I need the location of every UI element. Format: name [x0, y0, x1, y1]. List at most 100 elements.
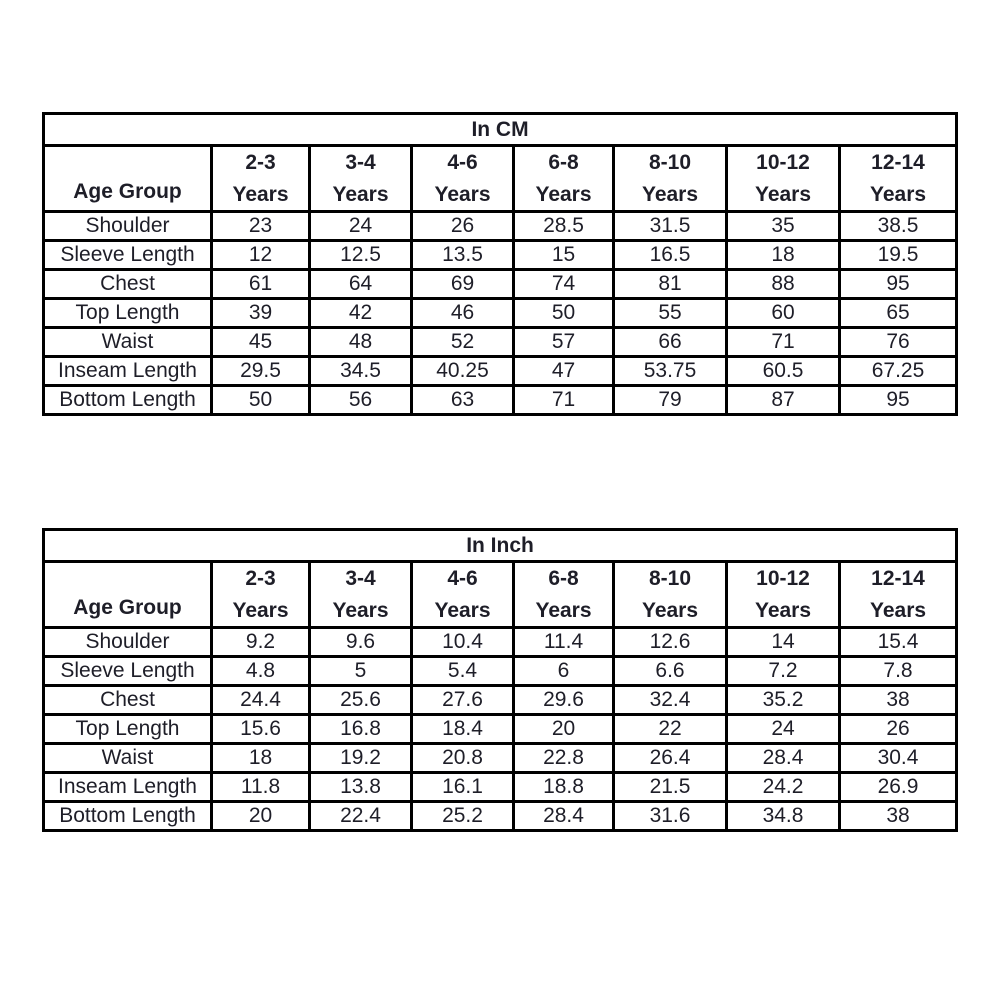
measurement-value: 81	[612, 268, 728, 300]
measurement-value: 15	[512, 239, 615, 271]
measurement-value: 30.4	[837, 742, 959, 774]
age-column-header: 6-8 Years	[512, 560, 615, 629]
measurement-value: 60.5	[725, 355, 841, 387]
age-group-header: Age Group	[42, 560, 213, 629]
table-row: Shoulder 23 24 26 28.5 31.5 35 38.5	[42, 210, 959, 242]
table-row: Waist 45 48 52 57 66 71 76	[42, 326, 959, 358]
measurement-label: Inseam Length	[42, 355, 213, 387]
measurement-value: 29.6	[512, 684, 615, 716]
measurement-value: 20	[512, 713, 615, 745]
age-unit: Years	[434, 598, 491, 622]
measurement-value: 10.4	[410, 626, 515, 658]
age-range: 12-14	[871, 151, 925, 174]
measurement-value: 19.5	[837, 239, 959, 271]
cm-size-table: In CM Age Group 2-3 Years 3-4 Years 4-6 …	[41, 112, 959, 416]
age-range: 8-10	[648, 567, 692, 590]
measurement-value: 46	[410, 297, 515, 329]
age-range: 10-12	[756, 151, 810, 174]
age-range: 6-8	[548, 567, 579, 590]
measurement-value: 47	[512, 355, 615, 387]
measurement-value: 14	[725, 626, 841, 658]
measurement-value: 45	[210, 326, 311, 358]
measurement-value: 65	[837, 297, 959, 329]
table-title-row: In Inch	[41, 528, 959, 563]
age-range: 2-3	[245, 567, 276, 590]
measurement-value: 38	[837, 800, 959, 832]
measurement-value: 88	[725, 268, 841, 300]
measurement-label: Top Length	[42, 297, 213, 329]
measurement-value: 11.4	[512, 626, 615, 658]
measurement-value: 24.4	[210, 684, 311, 716]
measurement-value: 15.6	[210, 713, 311, 745]
measurement-value: 26.9	[837, 771, 959, 803]
measurement-value: 42	[308, 297, 413, 329]
table-row: Inseam Length 11.8 13.8 16.1 18.8 21.5 2…	[42, 771, 959, 803]
age-unit: Years	[535, 182, 592, 206]
measurement-value: 16.1	[410, 771, 515, 803]
measurement-value: 55	[612, 297, 728, 329]
measurement-label: Shoulder	[42, 210, 213, 242]
table-row: Shoulder 9.2 9.6 10.4 11.4 12.6 14 15.4	[42, 626, 959, 658]
measurement-value: 27.6	[410, 684, 515, 716]
age-range: 3-4	[345, 567, 376, 590]
measurement-value: 50	[512, 297, 615, 329]
measurement-value: 7.2	[725, 655, 841, 687]
measurement-value: 71	[512, 384, 615, 416]
measurement-value: 34.5	[308, 355, 413, 387]
measurement-value: 13.5	[410, 239, 515, 271]
measurement-value: 20.8	[410, 742, 515, 774]
measurement-value: 24	[725, 713, 841, 745]
measurement-value: 52	[410, 326, 515, 358]
measurement-value: 26.4	[612, 742, 728, 774]
measurement-value: 26	[837, 713, 959, 745]
table-title: In CM	[41, 112, 959, 147]
table-row: Top Length 15.6 16.8 18.4 20 22 24 26	[42, 713, 959, 745]
table-header-row: Age Group 2-3 Years 3-4 Years 4-6 Years …	[42, 560, 959, 629]
age-column-header: 8-10 Years	[612, 560, 728, 629]
measurement-value: 66	[612, 326, 728, 358]
measurement-value: 28.4	[512, 800, 615, 832]
measurement-value: 6.6	[612, 655, 728, 687]
age-unit: Years	[332, 598, 389, 622]
age-group-header: Age Group	[42, 144, 213, 213]
age-column-header: 2-3 Years	[210, 144, 311, 213]
table-title: In Inch	[41, 528, 959, 563]
age-unit: Years	[869, 182, 927, 206]
measurement-value: 16.8	[308, 713, 413, 745]
measurement-value: 69	[410, 268, 515, 300]
measurement-value: 64	[308, 268, 413, 300]
table-row: Bottom Length 20 22.4 25.2 28.4 31.6 34.…	[42, 800, 959, 832]
table-title-row: In CM	[41, 112, 959, 147]
age-unit: Years	[232, 598, 289, 622]
age-unit: Years	[641, 182, 699, 206]
table-row: Inseam Length 29.5 34.5 40.25 47 53.75 6…	[42, 355, 959, 387]
measurement-value: 22.4	[308, 800, 413, 832]
measurement-value: 9.6	[308, 626, 413, 658]
measurement-value: 35	[725, 210, 841, 242]
age-unit: Years	[641, 598, 699, 622]
measurement-value: 21.5	[612, 771, 728, 803]
measurement-value: 35.2	[725, 684, 841, 716]
measurement-value: 7.8	[837, 655, 959, 687]
table-row: Chest 24.4 25.6 27.6 29.6 32.4 35.2 38	[42, 684, 959, 716]
measurement-label: Shoulder	[42, 626, 213, 658]
age-range: 6-8	[548, 151, 579, 174]
table-row: Sleeve Length 12 12.5 13.5 15 16.5 18 19…	[42, 239, 959, 271]
measurement-value: 24.2	[725, 771, 841, 803]
age-range: 12-14	[871, 567, 925, 590]
age-range: 4-6	[447, 567, 478, 590]
measurement-value: 20	[210, 800, 311, 832]
measurement-value: 95	[837, 268, 959, 300]
age-unit: Years	[754, 598, 812, 622]
measurement-value: 34.8	[725, 800, 841, 832]
measurement-value: 76	[837, 326, 959, 358]
measurement-value: 32.4	[612, 684, 728, 716]
measurement-value: 16.5	[612, 239, 728, 271]
measurement-value: 63	[410, 384, 515, 416]
measurement-value: 12.5	[308, 239, 413, 271]
measurement-value: 60	[725, 297, 841, 329]
age-unit: Years	[754, 182, 812, 206]
measurement-value: 39	[210, 297, 311, 329]
measurement-label: Waist	[42, 326, 213, 358]
age-unit: Years	[332, 182, 389, 206]
